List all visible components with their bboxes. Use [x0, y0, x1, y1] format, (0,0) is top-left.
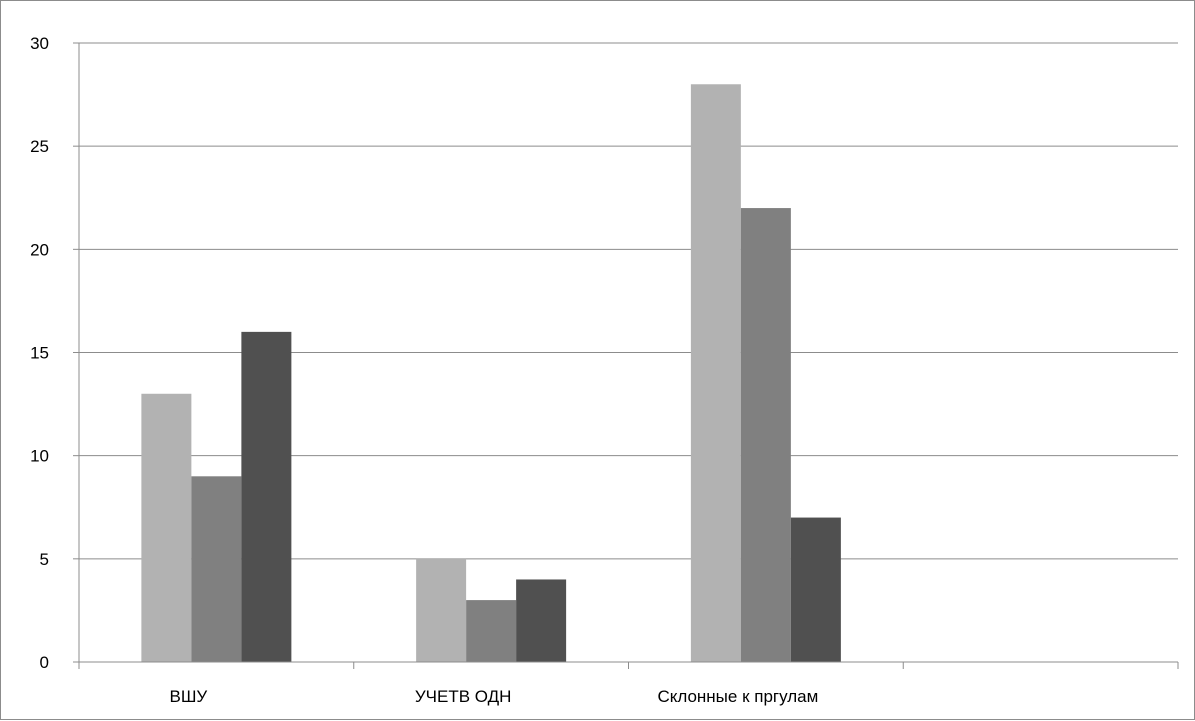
y-tick-label: 5: [40, 550, 49, 569]
y-tick-label: 30: [30, 34, 49, 53]
bar-series-1-2: [416, 558, 467, 662]
bar-series-3-2: [516, 579, 567, 662]
bar-series-3-3: [790, 517, 841, 662]
bar-series-2-3: [740, 208, 791, 663]
axes: [73, 42, 1179, 669]
bar-series-2-2: [466, 600, 517, 662]
bar-series-2-1: [191, 476, 242, 662]
y-tick-label: 15: [30, 344, 49, 363]
bar-series-1-1: [141, 393, 192, 662]
bar-series-3-1: [241, 331, 292, 662]
y-tick-label: 25: [30, 137, 49, 156]
y-tick-label: 10: [30, 447, 49, 466]
bar-series-1-3: [690, 84, 741, 663]
category-labels: ВШУ УЧЕТВ ОДН Склонные к пргулам: [170, 687, 819, 706]
x-category-label: УЧЕТВ ОДН: [415, 687, 512, 706]
x-category-label: Склонные к пргулам: [657, 687, 818, 706]
x-category-label: ВШУ: [170, 687, 208, 706]
y-tick-label: 20: [30, 240, 49, 259]
bars: [141, 84, 841, 663]
y-tick-labels: 0 5 10 15 20 25 30: [30, 34, 49, 672]
y-tick-label: 0: [40, 653, 49, 672]
